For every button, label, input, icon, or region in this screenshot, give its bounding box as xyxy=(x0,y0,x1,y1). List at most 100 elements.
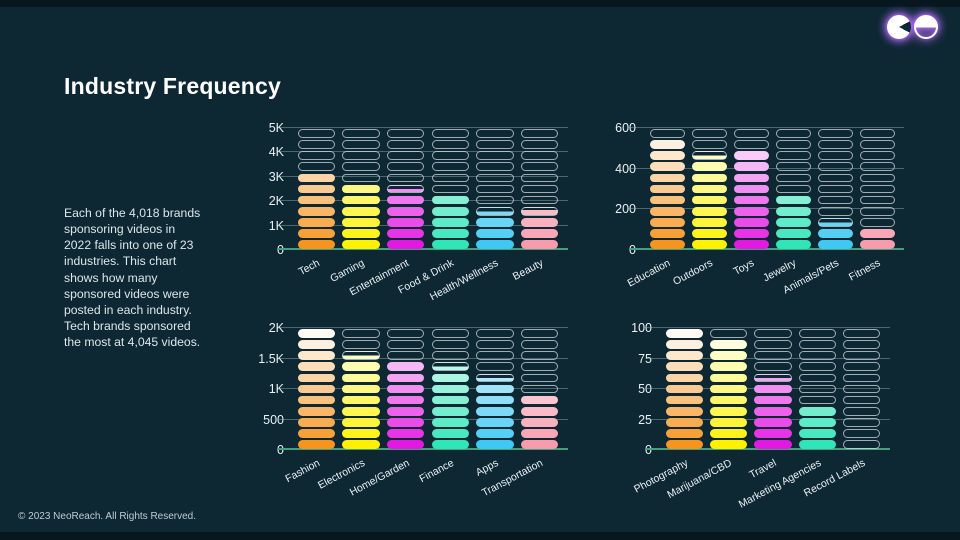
pill-filled xyxy=(709,406,748,416)
pill-empty xyxy=(859,184,895,194)
pill-empty xyxy=(843,429,881,438)
pill-filled xyxy=(665,373,703,383)
pill-filled xyxy=(342,395,380,405)
pill-filled xyxy=(817,240,853,249)
y-tick-label: 100 xyxy=(631,321,652,335)
pill-filled xyxy=(649,217,685,227)
pill-empty xyxy=(386,329,425,338)
pill-filled xyxy=(754,384,792,394)
bar-travel xyxy=(754,328,792,450)
pill-empty xyxy=(342,151,380,161)
pill-filled xyxy=(754,440,792,449)
pill-filled xyxy=(386,229,425,238)
bar-jewelry xyxy=(775,128,811,250)
pill-filled xyxy=(709,440,748,449)
pill-filled xyxy=(297,229,336,238)
y-tick-label: 500 xyxy=(263,412,284,427)
x-tick-label-finance: Finance xyxy=(417,457,456,486)
y-tick-label: 0 xyxy=(645,443,652,457)
pill-empty xyxy=(817,173,853,183)
pill-empty xyxy=(476,140,514,149)
pill-filled xyxy=(665,340,703,349)
pill-filled xyxy=(297,206,336,216)
bar-electronics xyxy=(342,328,380,450)
pill-filled xyxy=(798,406,837,416)
pill-empty xyxy=(843,329,881,338)
pill-empty xyxy=(775,140,811,149)
pill-partial xyxy=(342,351,380,361)
pill-filled xyxy=(665,406,703,416)
pill-filled xyxy=(431,217,470,227)
pill-filled xyxy=(386,362,425,372)
pill-empty xyxy=(476,151,514,161)
pill-empty xyxy=(733,129,769,138)
pill-empty xyxy=(709,329,748,338)
pill-filled xyxy=(342,362,380,372)
pill-filled xyxy=(709,362,748,372)
pill-filled xyxy=(733,173,769,183)
pill-filled xyxy=(649,173,685,183)
pill-filled xyxy=(297,184,336,194)
pill-filled xyxy=(733,195,769,205)
pill-filled xyxy=(798,429,837,438)
bar-health-wellness xyxy=(476,128,514,250)
pill-filled xyxy=(520,440,559,449)
pill-empty xyxy=(520,151,559,161)
pill-filled xyxy=(297,329,336,338)
pill-filled xyxy=(297,384,336,394)
pill-empty xyxy=(342,173,380,183)
y-tick-label: 1K xyxy=(268,382,284,396)
pill-filled xyxy=(297,351,336,361)
pill-partial xyxy=(476,206,514,216)
pill-empty xyxy=(798,362,837,372)
pill-filled xyxy=(691,195,727,205)
pill-filled xyxy=(691,162,727,172)
pill-filled xyxy=(476,384,514,394)
x-tick-label-apps: Apps xyxy=(473,457,501,479)
y-axis: 0 25 50 75 100 xyxy=(610,321,662,457)
pill-empty xyxy=(859,206,895,216)
bottom-edge-band xyxy=(0,532,960,540)
pill-empty xyxy=(843,340,881,349)
pill-filled xyxy=(859,229,895,238)
pill-empty xyxy=(859,217,895,227)
pill-filled xyxy=(754,395,792,405)
x-axis-labels: Education Outdoors Toys Jewelry Animals/Pets… xyxy=(626,250,898,308)
pill-empty xyxy=(431,162,470,172)
pill-filled xyxy=(520,229,559,238)
bar-outdoors xyxy=(691,128,727,250)
pill-empty xyxy=(342,129,380,138)
plot-area-wrap: Tech Gaming Entertainment Food & Drink Healt… xyxy=(278,127,568,308)
chart-description: Each of the 4,018 brands sponsoring vide… xyxy=(64,206,201,349)
plot-area xyxy=(646,327,890,450)
pill-filled xyxy=(691,206,727,216)
x-axis-baseline xyxy=(646,448,890,450)
pill-empty xyxy=(775,173,811,183)
pill-filled xyxy=(386,440,425,449)
logo-left-circle-icon xyxy=(887,15,911,39)
y-tick-label: 400 xyxy=(615,161,636,176)
pill-empty xyxy=(476,351,514,361)
pill-filled xyxy=(709,395,748,405)
x-axis-labels: Fashion Electronics Home/Garden Finance Apps… xyxy=(283,450,562,508)
pill-filled xyxy=(649,140,685,149)
pill-filled xyxy=(342,229,380,238)
pill-partial xyxy=(817,217,853,227)
pill-filled xyxy=(431,429,470,438)
pill-filled xyxy=(431,417,470,427)
y-tick-label: 5K xyxy=(268,121,284,135)
pill-empty xyxy=(386,162,425,172)
bar-finance xyxy=(431,328,470,450)
y-tick-label: 2K xyxy=(268,194,284,209)
pill-filled xyxy=(476,440,514,449)
pill-empty xyxy=(520,129,559,138)
pill-empty xyxy=(431,351,470,361)
pill-empty xyxy=(431,173,470,183)
pill-empty xyxy=(386,151,425,161)
pill-filled xyxy=(476,406,514,416)
pill-filled xyxy=(297,173,336,183)
pill-empty xyxy=(775,151,811,161)
x-axis-labels: Photography Marijuana/CBD Travel Marketing … xyxy=(632,450,884,511)
pill-empty xyxy=(817,129,853,138)
pill-filled xyxy=(342,373,380,383)
